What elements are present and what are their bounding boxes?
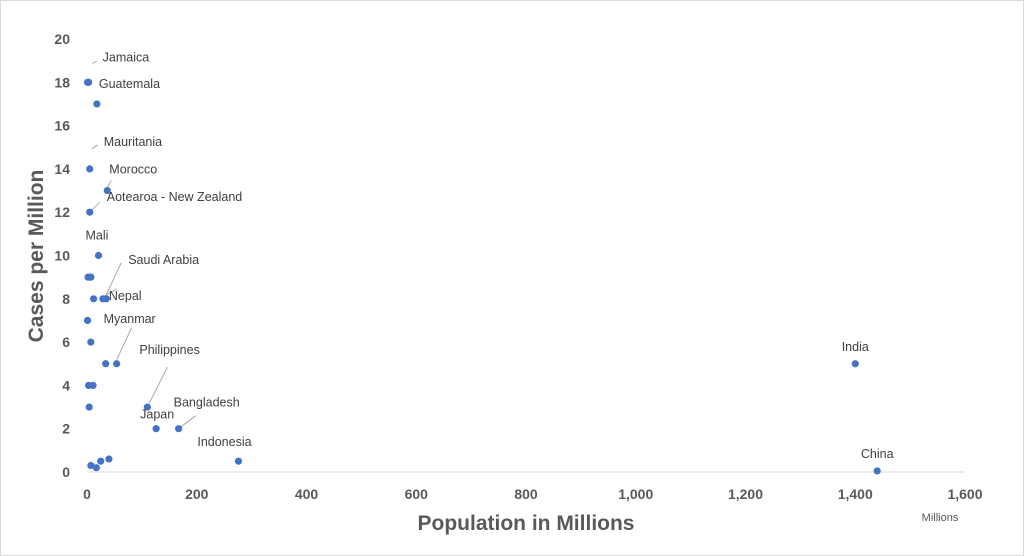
data-point xyxy=(873,467,881,475)
data-point xyxy=(87,273,95,281)
y-tick-label: 4 xyxy=(62,377,70,393)
data-point xyxy=(89,295,98,303)
data-point xyxy=(143,403,151,411)
y-tick-label: 10 xyxy=(54,248,70,264)
leader-line xyxy=(104,288,118,297)
data-label: Indonesia xyxy=(197,435,251,449)
data-label: Jamaica xyxy=(103,50,150,64)
y-tick-label: 20 xyxy=(54,31,70,47)
data-label: Saudi Arabia xyxy=(128,253,199,267)
data-point xyxy=(851,360,859,368)
leader-line xyxy=(116,327,133,360)
x-tick-label: 1,000 xyxy=(618,486,653,502)
x-axis-title: Population in Millions xyxy=(418,512,635,535)
data-point xyxy=(102,360,110,368)
y-tick-label: 2 xyxy=(62,421,70,437)
y-tick-label: 18 xyxy=(54,74,70,90)
data-label: Aotearoa - New Zealand xyxy=(107,190,243,204)
x-tick-label: 0 xyxy=(83,486,91,502)
data-point xyxy=(83,316,92,325)
data-point xyxy=(86,208,94,216)
data-point xyxy=(92,464,100,472)
x-tick-label: 1,600 xyxy=(947,486,982,502)
data-label: China xyxy=(861,447,894,461)
leader-line xyxy=(91,144,99,150)
data-label: Myanmar xyxy=(104,312,156,326)
data-label: Guatemala xyxy=(99,77,160,91)
data-point xyxy=(99,295,107,303)
x-tick-label: 800 xyxy=(514,486,538,502)
x-tick-label: 400 xyxy=(295,486,319,502)
data-point xyxy=(94,251,103,260)
label-leader-lines xyxy=(91,60,196,430)
y-tick-label: 16 xyxy=(54,118,70,134)
y-tick-label: 6 xyxy=(62,334,70,350)
data-point xyxy=(105,455,113,463)
data-point xyxy=(175,425,183,433)
data-label: India xyxy=(842,340,869,354)
leader-line xyxy=(92,60,97,64)
y-tick-label: 8 xyxy=(62,291,70,307)
leader-line xyxy=(105,262,122,296)
data-points xyxy=(83,78,881,475)
leader-line xyxy=(91,201,101,211)
data-labels: Jamaica Guatemala Mauritania Morocco Aotearo… xyxy=(86,50,894,461)
x-tick-label: 600 xyxy=(405,486,429,502)
x-tick-label: 1,400 xyxy=(838,486,873,502)
data-point xyxy=(86,165,94,173)
data-point xyxy=(93,100,101,108)
x-tick-label: 200 xyxy=(185,486,209,502)
data-point xyxy=(103,186,111,195)
data-point xyxy=(152,425,160,433)
x-tick-label: 1,200 xyxy=(728,486,763,502)
y-tick-labels: 0 2 4 6 8 10 12 14 16 18 20 xyxy=(54,31,70,480)
leader-line xyxy=(106,180,112,188)
data-point xyxy=(113,360,121,368)
y-tick-label: 0 xyxy=(62,464,70,480)
data-label: Nepal xyxy=(109,289,142,303)
y-axis-title: Cases per Million xyxy=(25,170,48,343)
data-label: Japan xyxy=(140,408,174,422)
data-label: Mauritania xyxy=(104,135,162,149)
data-point xyxy=(87,338,95,346)
data-label: Mali xyxy=(86,229,109,243)
data-label: Morocco xyxy=(109,163,157,177)
leader-line xyxy=(148,366,168,404)
data-label: Philippines xyxy=(139,343,199,357)
y-tick-label: 14 xyxy=(54,161,70,177)
x-tick-labels: 0 200 400 600 800 1,000 1,200 1,400 1,600 xyxy=(83,486,983,502)
data-point xyxy=(87,461,95,470)
data-label: Bangladesh xyxy=(174,396,240,410)
x-axis-unit-label: Millions xyxy=(922,512,959,524)
data-point xyxy=(83,78,92,86)
data-point xyxy=(234,457,243,465)
y-tick-label: 12 xyxy=(54,204,70,220)
data-point xyxy=(89,381,97,389)
data-point xyxy=(85,403,93,411)
data-point xyxy=(97,457,105,465)
